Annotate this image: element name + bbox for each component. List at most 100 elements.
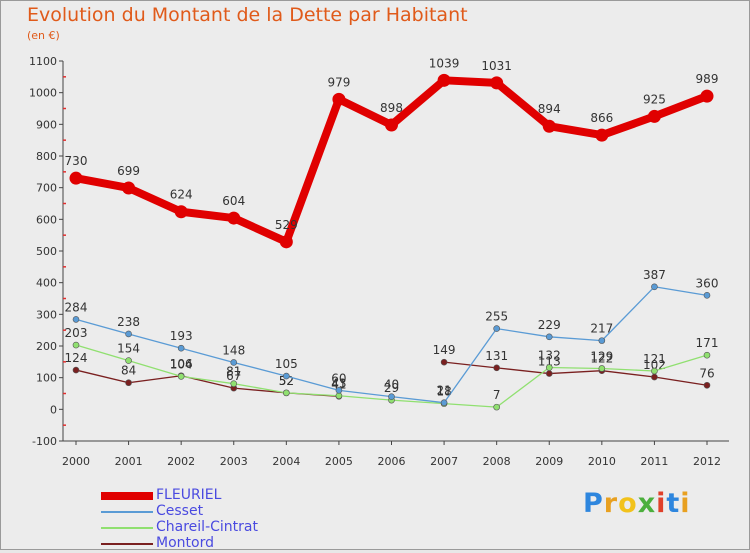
data-point bbox=[177, 373, 185, 380]
data-point bbox=[72, 366, 80, 374]
x-tick-label: 2008 bbox=[483, 455, 511, 468]
data-label: 193 bbox=[170, 329, 193, 343]
data-point bbox=[542, 119, 556, 133]
data-point bbox=[440, 358, 448, 366]
data-point bbox=[440, 399, 448, 406]
data-point bbox=[177, 344, 185, 352]
series-fleuriel: 730 699 624 604 529 979 898 1039 1031 894 866 925 98… bbox=[65, 56, 718, 249]
x-tick-label: 2003 bbox=[220, 455, 248, 468]
y-tick-label: 100 bbox=[36, 372, 57, 385]
data-point bbox=[598, 365, 606, 372]
data-point bbox=[598, 337, 606, 344]
data-label: 21 bbox=[436, 384, 451, 398]
data-point bbox=[703, 381, 711, 389]
x-tick-label: 2005 bbox=[325, 455, 353, 468]
y-tick-label: 300 bbox=[36, 308, 57, 321]
legend-label: Montord bbox=[156, 535, 214, 551]
legend-label: Cesset bbox=[156, 503, 204, 519]
data-label: 979 bbox=[327, 75, 350, 89]
data-label: 229 bbox=[538, 318, 561, 332]
data-point bbox=[230, 359, 238, 366]
data-label: 699 bbox=[117, 164, 140, 178]
logo-letter: o bbox=[618, 488, 638, 519]
data-label: 106 bbox=[170, 357, 193, 371]
data-point bbox=[227, 211, 241, 225]
data-label: 925 bbox=[643, 92, 666, 106]
data-label: 387 bbox=[643, 268, 666, 282]
data-label: 60 bbox=[331, 371, 346, 385]
x-tick-label: 2012 bbox=[693, 455, 721, 468]
data-label: 255 bbox=[485, 310, 508, 324]
data-point bbox=[651, 367, 658, 375]
x-tick-label: 2000 bbox=[62, 455, 90, 468]
data-label: 43 bbox=[331, 377, 346, 391]
data-label: 866 bbox=[590, 111, 613, 125]
logo-letter: P bbox=[583, 488, 604, 519]
data-point bbox=[493, 364, 500, 372]
data-label: 40 bbox=[384, 378, 399, 392]
data-point bbox=[545, 370, 553, 377]
y-tick-label: 500 bbox=[36, 245, 57, 258]
data-point bbox=[493, 403, 500, 411]
y-tick-label: 1100 bbox=[29, 55, 57, 68]
data-point bbox=[545, 333, 553, 341]
data-point bbox=[125, 379, 132, 387]
x-tick-label: 2004 bbox=[272, 455, 300, 468]
y-tick-label: 1000 bbox=[29, 87, 57, 100]
data-point bbox=[595, 128, 609, 142]
logo-letter: x bbox=[637, 488, 657, 519]
data-point bbox=[122, 181, 136, 195]
data-label: 122 bbox=[590, 352, 613, 366]
data-label: 284 bbox=[65, 300, 88, 314]
data-label: 132 bbox=[538, 349, 561, 363]
x-tick-label: 2010 bbox=[588, 455, 616, 468]
data-point bbox=[493, 325, 500, 332]
data-point bbox=[703, 351, 711, 359]
proxiti-logo: Proxiti bbox=[583, 488, 691, 519]
data-point bbox=[545, 364, 553, 371]
logo-letter: i bbox=[680, 488, 691, 519]
data-point bbox=[703, 292, 711, 299]
data-label: 360 bbox=[696, 276, 719, 290]
data-label: 84 bbox=[121, 364, 136, 378]
data-point bbox=[283, 372, 290, 380]
data-label: 203 bbox=[65, 326, 88, 340]
legend-label: Chareil-Cintrat bbox=[156, 519, 258, 535]
data-label: 171 bbox=[696, 336, 719, 350]
data-label: 604 bbox=[222, 194, 245, 208]
data-point bbox=[700, 89, 714, 103]
chart-subtitle: (en €) bbox=[27, 29, 60, 42]
legend-swatch bbox=[101, 527, 153, 529]
data-label: 529 bbox=[275, 218, 298, 232]
data-label: 18 bbox=[436, 385, 451, 399]
x-tick-label: 2007 bbox=[430, 455, 458, 468]
data-point bbox=[230, 380, 238, 387]
data-point bbox=[647, 109, 661, 123]
data-point bbox=[437, 73, 451, 87]
y-tick-label: 200 bbox=[36, 340, 57, 353]
x-tick-label: 2006 bbox=[378, 455, 406, 468]
data-label: 129 bbox=[590, 349, 613, 363]
logo-letter: r bbox=[603, 488, 619, 519]
series-cesset: 284 238 193 148 105 60 40 21 255 229 217 387 360 bbox=[65, 268, 719, 406]
data-label: 124 bbox=[65, 351, 88, 365]
data-point bbox=[283, 389, 290, 397]
data-label: 217 bbox=[590, 322, 613, 336]
x-tick-label: 2011 bbox=[640, 455, 668, 468]
data-label: 29 bbox=[384, 381, 399, 395]
data-point bbox=[72, 316, 80, 323]
data-point bbox=[125, 330, 132, 338]
data-label: 730 bbox=[65, 154, 88, 168]
data-label: 104 bbox=[170, 357, 193, 371]
data-point bbox=[69, 171, 83, 185]
legend-label: FLEURIEL bbox=[156, 487, 222, 503]
data-label: 67 bbox=[226, 369, 241, 383]
logo-letter: t bbox=[666, 488, 681, 519]
y-tick-label: 0 bbox=[50, 403, 57, 416]
data-point bbox=[279, 235, 293, 249]
data-point bbox=[72, 341, 80, 349]
